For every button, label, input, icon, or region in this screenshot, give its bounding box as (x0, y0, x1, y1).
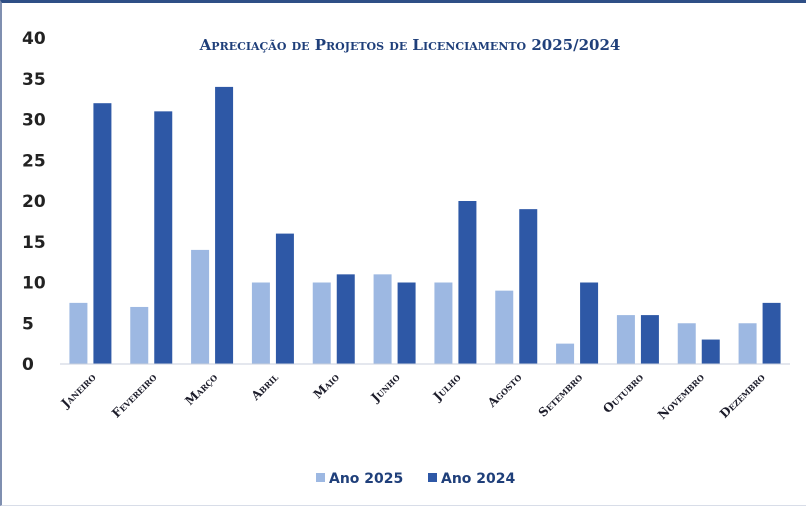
chart-title: Apreciação de Projetos de Licenciamento … (199, 36, 621, 54)
x-tick-label: Maio (311, 370, 342, 401)
bar-ano-2024 (215, 86, 234, 365)
bar-ano-2024 (275, 233, 294, 364)
bars (60, 86, 790, 365)
x-tick-label: Março (182, 370, 220, 408)
bar-ano-2024 (519, 209, 538, 364)
bar-ano-2024 (701, 339, 720, 364)
y-axis: 0 5 10 15 20 25 30 35 40 (22, 29, 46, 375)
bar-ano-2025 (373, 274, 392, 364)
x-tick-label: Fevereiro (109, 370, 159, 420)
bar-ano-2025 (616, 315, 635, 364)
x-tick-label: Junho (368, 370, 403, 405)
bar-ano-2024 (640, 315, 659, 364)
legend: Ano 2025 Ano 2024 (316, 471, 516, 487)
bar-ano-2025 (495, 290, 514, 364)
y-tick-label: 15 (22, 233, 46, 253)
y-tick-label: 25 (22, 151, 46, 171)
bar-ano-2024 (762, 302, 781, 364)
x-tick-label: Julho (430, 370, 464, 404)
y-tick-label: 5 (22, 314, 34, 334)
x-tick-label: Novembro (655, 370, 707, 422)
bar-ano-2025 (434, 282, 453, 364)
bar-ano-2025 (556, 343, 575, 364)
bar-ano-2025 (69, 302, 88, 364)
bar-ano-2025 (312, 282, 331, 364)
x-tick-label: Agosto (484, 370, 524, 410)
bar-ano-2025 (738, 323, 757, 364)
x-tick-label: Setembro (536, 370, 586, 420)
y-tick-label: 30 (22, 111, 46, 131)
bar-ano-2025 (191, 249, 210, 364)
legend-label: Ano 2024 (441, 471, 516, 487)
x-tick-label: Janeiro (58, 370, 99, 411)
legend-label: Ano 2025 (329, 471, 403, 487)
x-tick-label: Outubro (600, 370, 646, 416)
bar-ano-2024 (154, 111, 173, 364)
x-tick-label: Dezembro (717, 370, 768, 421)
bar-ano-2024 (93, 103, 112, 364)
legend-swatch (428, 473, 437, 482)
y-tick-label: 40 (22, 29, 46, 49)
y-tick-label: 0 (22, 355, 34, 375)
bar-ano-2024 (397, 282, 416, 364)
legend-swatch (316, 473, 325, 482)
bar-ano-2025 (677, 323, 696, 364)
y-tick-label: 10 (22, 274, 46, 294)
x-axis: Janeiro Fevereiro Março Abril Maio Junho Julho… (58, 370, 768, 422)
bar-ano-2024 (336, 274, 355, 364)
y-tick-label: 35 (22, 70, 46, 90)
bar-ano-2025 (251, 282, 270, 364)
y-tick-label: 20 (22, 192, 46, 212)
bar-ano-2024 (580, 282, 599, 364)
bar-ano-2025 (130, 306, 149, 364)
x-tick-label: Abril (248, 370, 282, 404)
bar-ano-2024 (458, 201, 477, 364)
